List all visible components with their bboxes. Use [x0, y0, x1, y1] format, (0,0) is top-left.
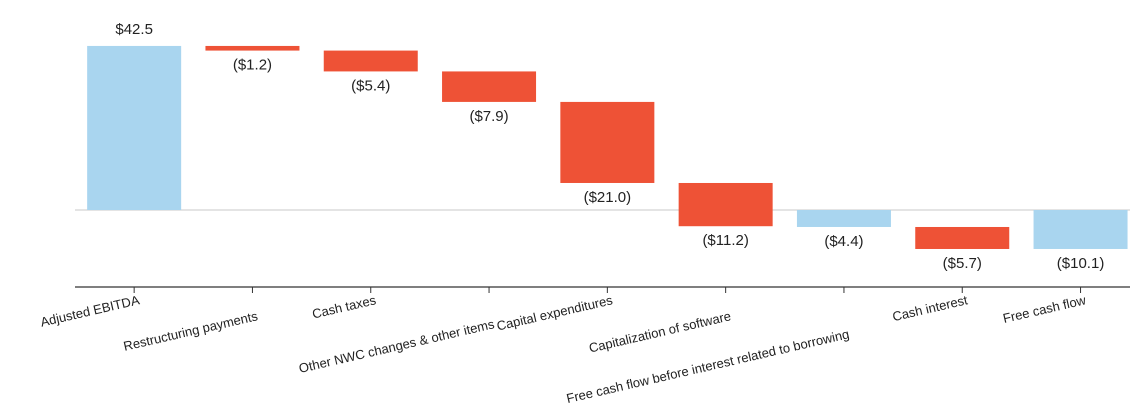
bar-4 [560, 101, 655, 183]
bar-5 [678, 182, 773, 227]
x-tick-label-3: Other NWC changes & other items [297, 316, 496, 376]
x-tick-label-1: Restructuring payments [122, 308, 260, 354]
bar-2 [323, 50, 418, 72]
data-label-3: ($7.9) [469, 108, 508, 125]
bar-1 [205, 45, 300, 51]
bar-0 [87, 45, 182, 211]
data-label-6: ($4.4) [824, 233, 863, 250]
data-labels: $42.5 ($1.2) ($5.4) ($7.9) ($21.0) ($11.2) ($4… [115, 21, 1104, 272]
bar-3 [442, 71, 537, 102]
x-tick-label-0: Adjusted EBITDA [39, 292, 141, 329]
bars [87, 45, 1128, 249]
data-label-7: ($5.7) [943, 255, 982, 272]
data-label-0: $42.5 [115, 21, 153, 38]
data-label-1: ($1.2) [233, 57, 272, 74]
bar-7 [915, 226, 1010, 249]
data-label-5: ($11.2) [702, 232, 748, 249]
data-label-8: ($10.1) [1057, 255, 1105, 272]
x-tick-label-2: Cash taxes [311, 292, 378, 321]
data-label-2: ($5.4) [351, 77, 390, 94]
data-label-4: ($21.0) [584, 189, 632, 206]
x-ticks [133, 287, 1082, 293]
x-tick-label-5: Capitalization of software [587, 308, 732, 355]
x-tick-label-8: Free cash flow [1001, 292, 1087, 326]
x-tick-label-4: Capital expenditures [495, 292, 614, 333]
bar-8 [1033, 210, 1128, 249]
x-tick-label-7: Cash interest [891, 292, 969, 324]
bar-6 [796, 210, 891, 227]
